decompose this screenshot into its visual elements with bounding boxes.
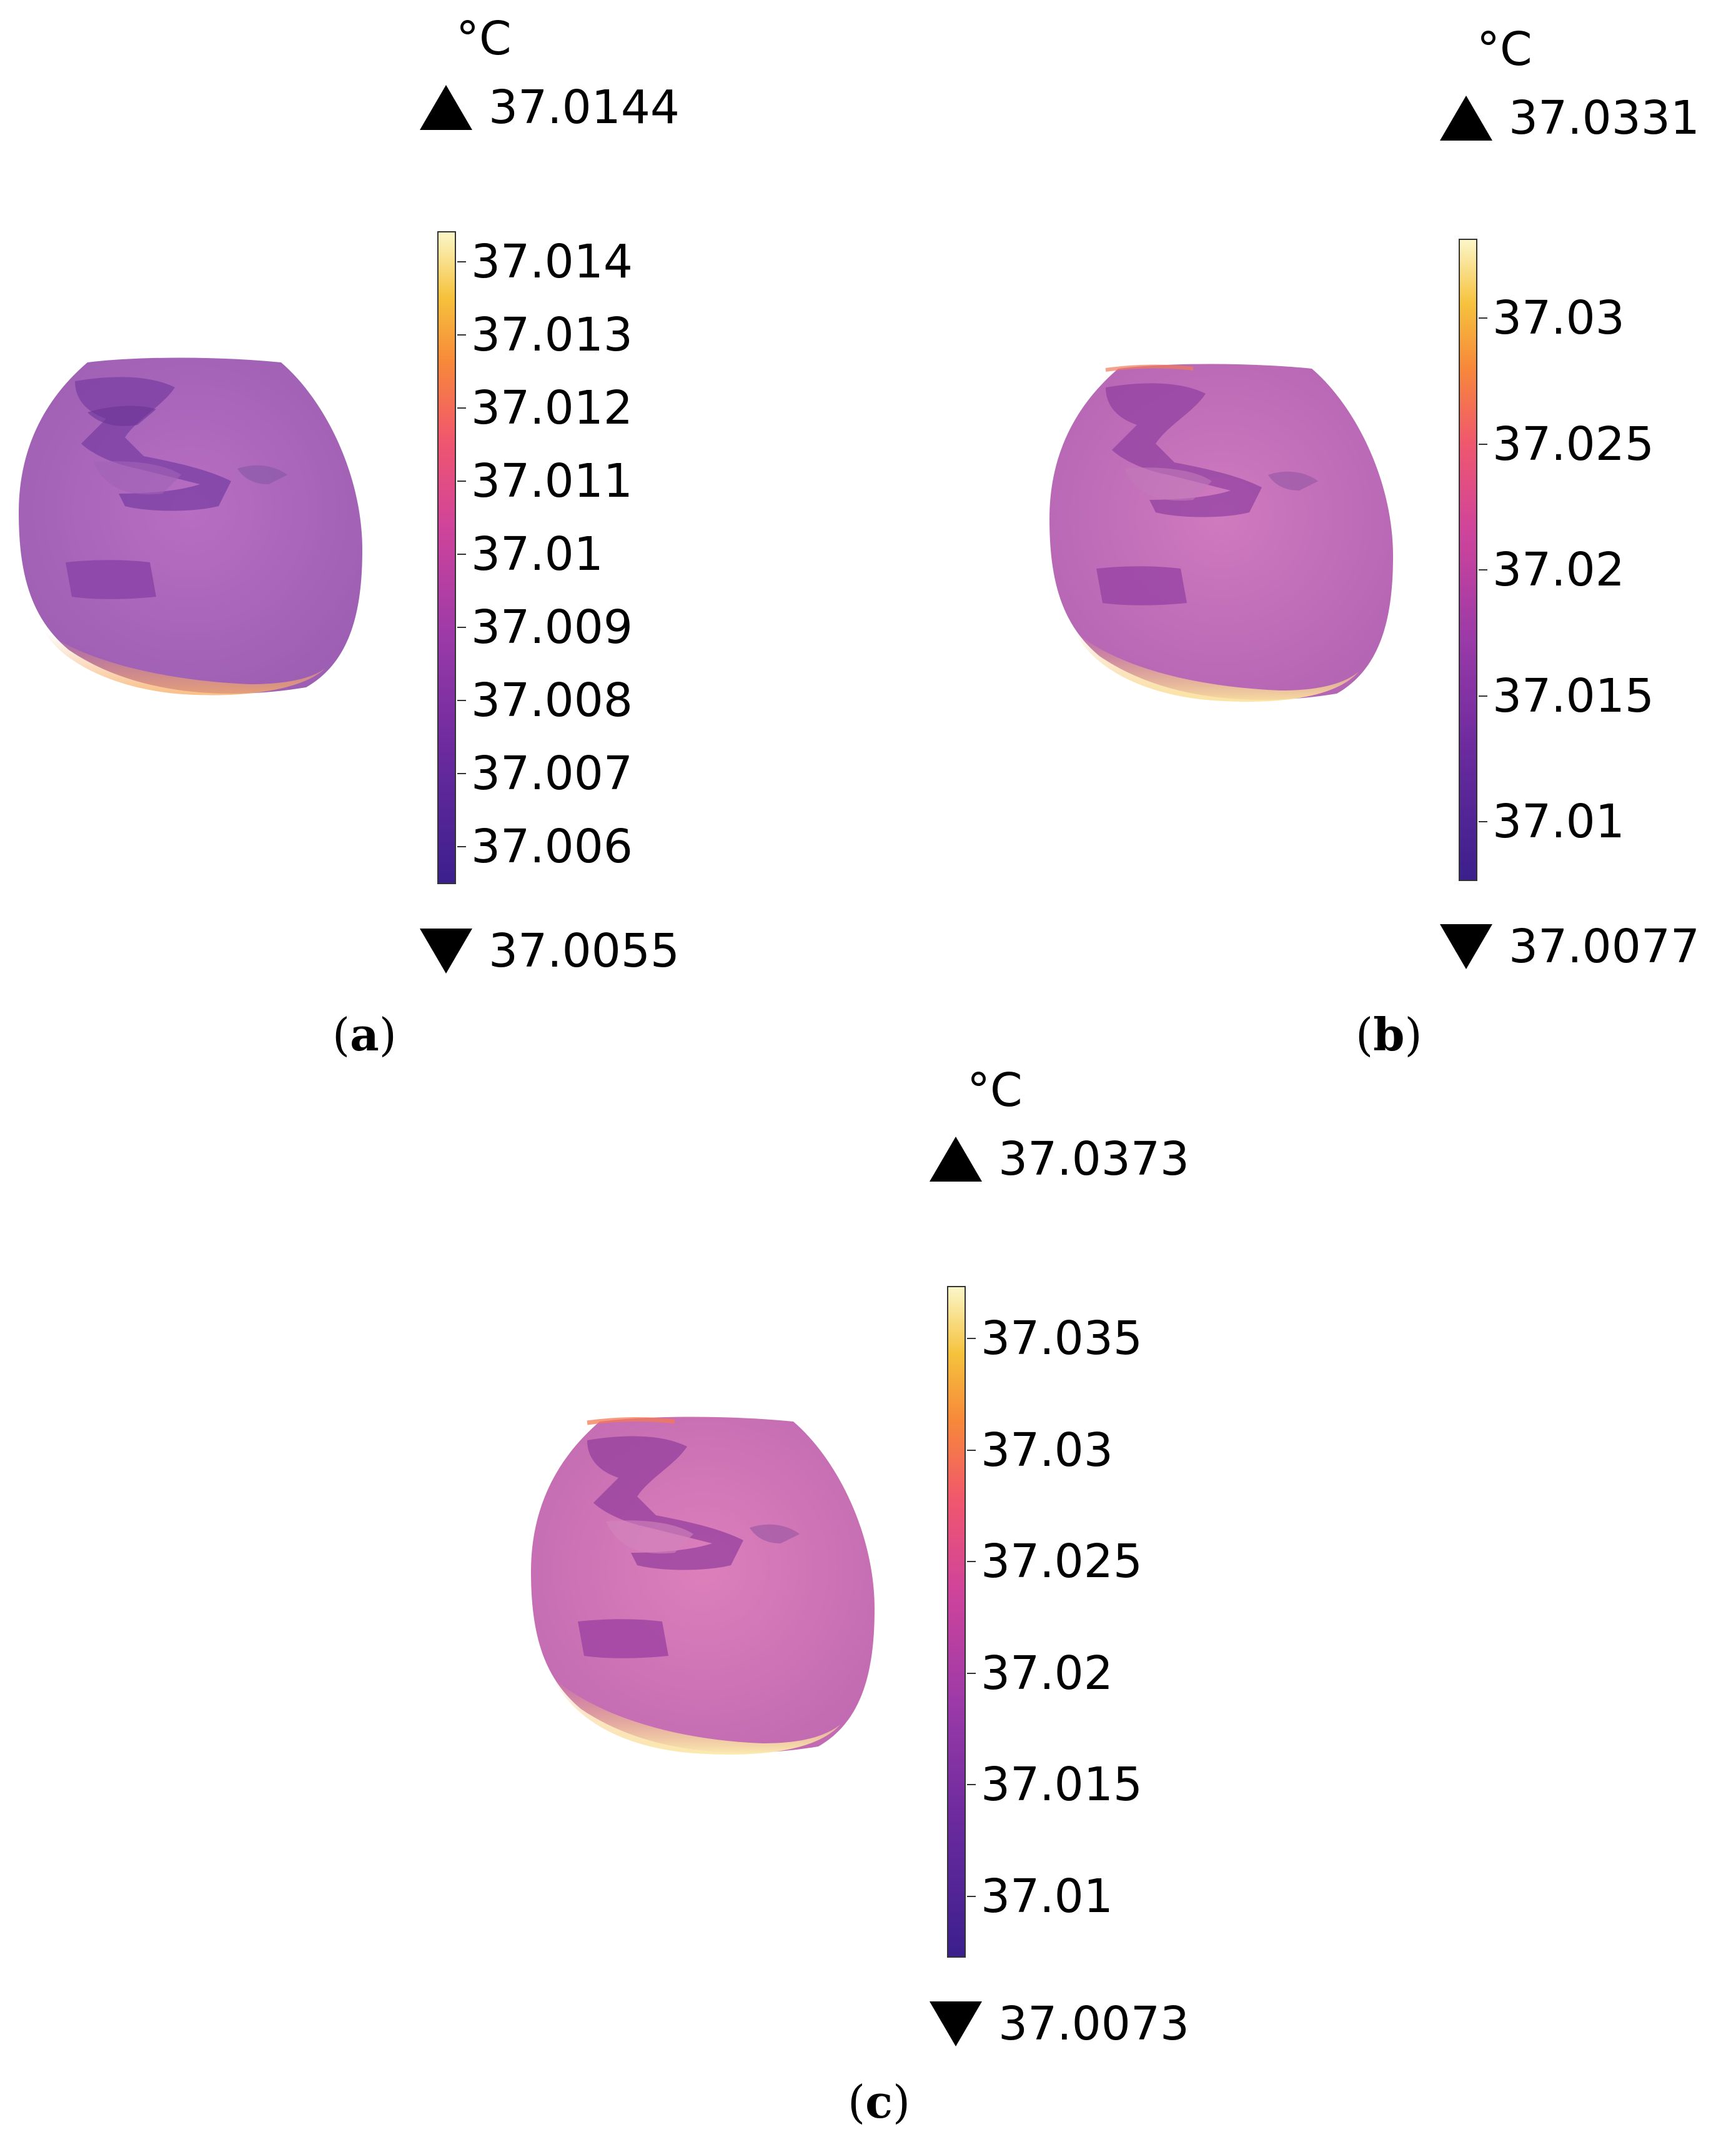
colorbar-tick-label: 37.011	[471, 454, 633, 508]
colorbar-tick-label: 37.025	[981, 1535, 1143, 1589]
colorbar-tick-label: 37.025	[1492, 417, 1654, 471]
colorbar-tick-label: 37.012	[471, 381, 633, 435]
panel-a: °C 37.0144 37.014 37.013 37.012 37.011 37.01…	[0, 0, 868, 1062]
colorbar-tick	[457, 334, 466, 336]
colorbar-tick	[457, 699, 466, 701]
colorbar-tick	[1479, 695, 1487, 697]
min-value-label-c: 37.0073	[998, 1997, 1190, 2051]
colorbar-tick	[967, 1672, 976, 1674]
colorbar-tick	[967, 1895, 976, 1897]
min-triangle-icon	[1440, 924, 1492, 969]
colorbar-tick-label: 37.02	[981, 1646, 1113, 1700]
min-value-c: 37.0073	[930, 2001, 1189, 2047]
unit-label-c: °C	[967, 1064, 1023, 1117]
organ-surface-a	[19, 357, 362, 695]
colorbar-tick-label: 37.01	[981, 1869, 1113, 1923]
panel-b: °C 37.0331 37.03 37.025 37.02 37.015 37.01 3…	[0, 0, 1736, 1062]
unit-label-a: °C	[456, 12, 512, 66]
min-triangle-icon	[930, 2001, 982, 2046]
colorbar-tick-label: 37.01	[471, 527, 603, 581]
max-value-label-c: 37.0373	[998, 1132, 1190, 1186]
colorbar-tick	[1479, 443, 1487, 445]
colorbar-tick-label: 37.014	[471, 234, 633, 289]
colorbar-tick-label: 37.015	[1492, 669, 1654, 723]
max-value-a: 37.0144	[420, 84, 680, 131]
panel-c: °C 37.0373 37.035 37.03 37.025 37.02 37.015 3…	[0, 1062, 1736, 2142]
colorbar-tick-label: 37.013	[471, 307, 633, 362]
colorbar-tick	[457, 553, 466, 555]
colorbar-b: 37.03 37.025 37.02 37.015 37.01	[1459, 239, 1654, 881]
min-value-label-b: 37.0077	[1509, 920, 1700, 974]
min-value-label-a: 37.0055	[489, 924, 680, 978]
colorbar-tick-label: 37.006	[471, 819, 633, 874]
max-value-label-a: 37.0144	[489, 81, 680, 134]
colorbar-a: 37.014 37.013 37.012 37.011 37.01 37.009 37.00…	[437, 231, 633, 884]
colorbar-tick-label: 37.03	[981, 1423, 1113, 1477]
colorbar-tick-label: 37.03	[1492, 291, 1625, 345]
colorbar-tick	[457, 772, 466, 774]
max-triangle-icon	[420, 85, 472, 130]
max-triangle-icon	[930, 1137, 982, 1182]
max-triangle-icon	[1440, 96, 1492, 141]
colorbar-tick-label: 37.035	[981, 1312, 1143, 1366]
colorbar-tick	[1479, 317, 1487, 319]
colorbar-tick	[457, 845, 466, 847]
organ-surface-b	[1049, 364, 1393, 702]
colorbar-tick	[1479, 569, 1487, 571]
caption-b: (b)	[1356, 1008, 1422, 1061]
colorbar-tick-label: 37.01	[1492, 795, 1625, 849]
colorbar-tick	[457, 626, 466, 628]
colorbar-tick	[967, 1784, 976, 1786]
colorbar-tick-label: 37.02	[1492, 543, 1625, 597]
colorbar-tick	[457, 261, 466, 262]
min-value-a: 37.0055	[420, 928, 680, 974]
max-value-c: 37.0373	[930, 1136, 1189, 1182]
caption-c: (c)	[848, 2075, 911, 2128]
caption-a: (a)	[332, 1008, 397, 1061]
max-value-label-b: 37.0331	[1509, 91, 1700, 145]
colorbar-tick	[967, 1561, 976, 1563]
unit-label-b: °C	[1477, 22, 1532, 76]
colorbar-tick	[457, 480, 466, 482]
colorbar-tick	[967, 1449, 976, 1451]
min-triangle-icon	[420, 929, 472, 974]
colorbar-tick-label: 37.009	[471, 600, 633, 654]
colorbar-tick	[967, 1338, 976, 1340]
colorbar-tick	[457, 407, 466, 409]
organ-surface-c	[531, 1417, 875, 1755]
colorbar-tick-label: 37.008	[471, 673, 633, 727]
max-value-b: 37.0331	[1440, 95, 1700, 141]
colorbar-tick-label: 37.007	[471, 746, 633, 800]
min-value-b: 37.0077	[1440, 924, 1700, 970]
colorbar-c: 37.035 37.03 37.025 37.02 37.015 37.01	[947, 1286, 1143, 1958]
colorbar-tick-label: 37.015	[981, 1758, 1143, 1812]
colorbar-tick	[1479, 821, 1487, 823]
